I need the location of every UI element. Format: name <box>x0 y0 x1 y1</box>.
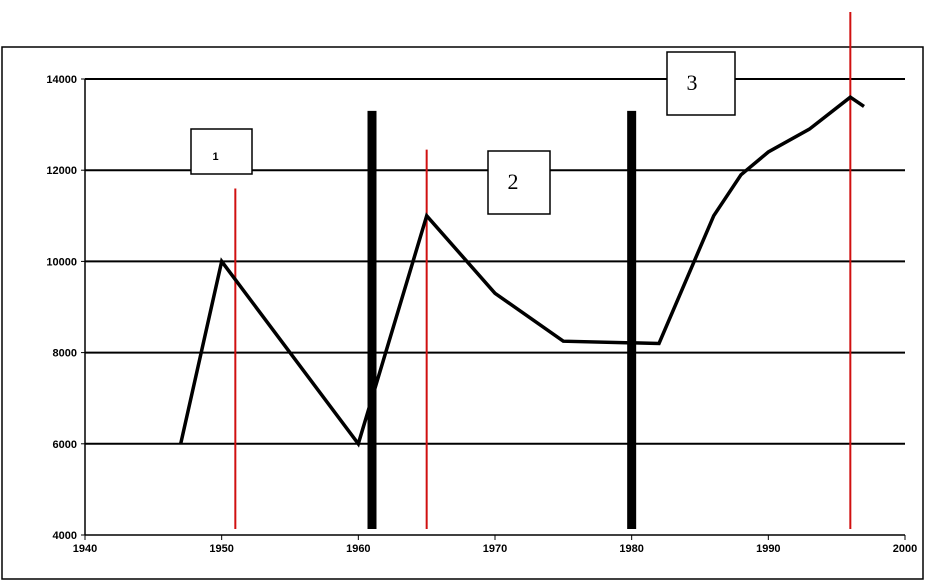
annotation-box-2 <box>487 150 551 215</box>
x-tick-label: 1960 <box>346 543 370 555</box>
annotation-label-2: 2 <box>508 169 519 194</box>
y-tick-label: 12000 <box>46 165 77 177</box>
y-tick-label: 14000 <box>46 74 77 86</box>
period-dividers <box>367 110 637 529</box>
x-tick-label: 1980 <box>619 543 643 555</box>
annotation-label-3: 3 <box>687 70 698 95</box>
y-tick-label: 10000 <box>46 256 77 268</box>
x-tick-label: 2000 <box>893 543 917 555</box>
red-markers <box>234 12 852 529</box>
series-layer <box>178 95 865 448</box>
x-tick-label: 1940 <box>73 543 97 555</box>
chart-frame <box>1 46 924 580</box>
series-line-0 <box>178 95 865 448</box>
annotation-boxes: 1 2 3 <box>190 51 736 215</box>
y-tick-label: 6000 <box>53 439 77 451</box>
annotation-label-1: 1 <box>212 151 218 163</box>
annotation-box-3 <box>666 51 736 116</box>
x-tick-label: 1950 <box>209 543 233 555</box>
x-tick-label: 1990 <box>756 543 780 555</box>
y-tick-label: 4000 <box>53 530 77 542</box>
x-tick-label: 1970 <box>483 543 507 555</box>
y-tick-label: 8000 <box>53 348 77 360</box>
annotation-box-1 <box>190 128 253 175</box>
